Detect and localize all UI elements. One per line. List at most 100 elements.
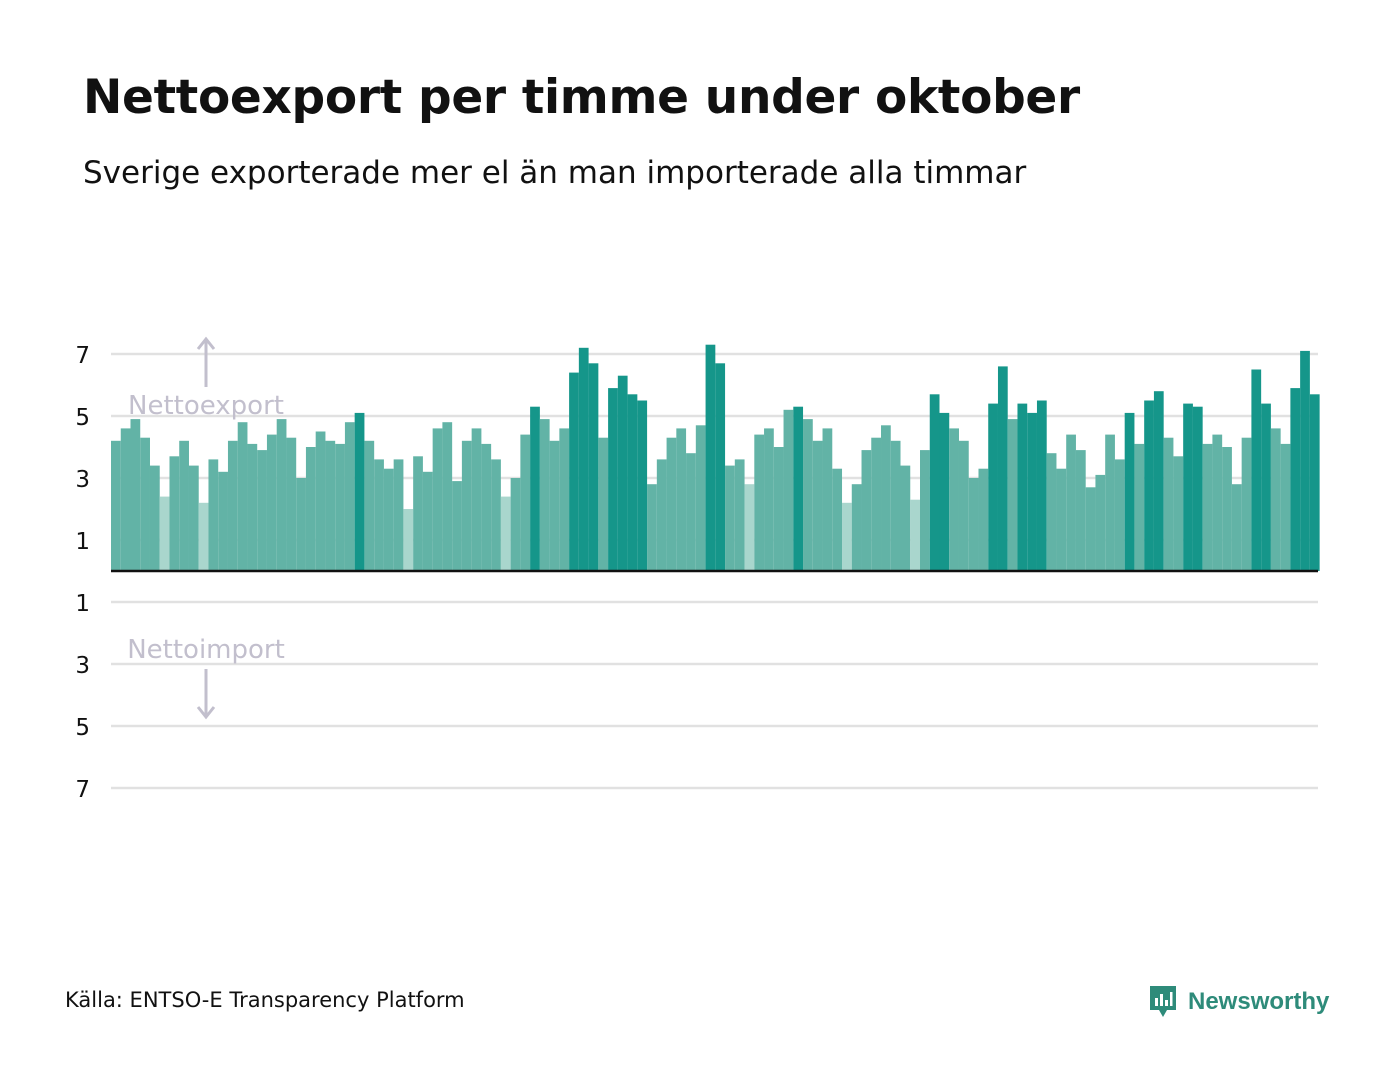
bar xyxy=(832,468,843,571)
bar xyxy=(666,437,677,571)
bar xyxy=(1290,388,1301,571)
bar xyxy=(1114,459,1125,571)
bar xyxy=(588,363,599,571)
bar xyxy=(1017,403,1028,571)
bar xyxy=(335,443,345,571)
bar xyxy=(520,434,531,571)
bar xyxy=(1261,403,1271,571)
bar xyxy=(851,484,862,571)
chart-subtitle: Sverige exporterade mer el än man import… xyxy=(83,155,1027,191)
bar xyxy=(1280,443,1291,571)
bar xyxy=(627,394,638,571)
bar xyxy=(1202,443,1213,571)
bar xyxy=(539,419,550,571)
bar xyxy=(1134,443,1145,571)
bar xyxy=(1163,437,1174,571)
bar xyxy=(1036,400,1047,571)
bar xyxy=(754,434,765,571)
bar xyxy=(1270,428,1281,571)
bar xyxy=(286,437,297,571)
bar xyxy=(364,440,375,571)
bar xyxy=(764,428,774,571)
bar xyxy=(393,459,404,571)
bar xyxy=(1085,487,1096,571)
bar xyxy=(803,419,813,571)
bar xyxy=(1153,391,1164,571)
bar xyxy=(1095,474,1106,571)
bar xyxy=(383,468,394,571)
bar xyxy=(422,471,433,571)
bar xyxy=(637,400,648,571)
bar xyxy=(1105,434,1115,571)
bar xyxy=(1124,412,1135,571)
annotation-nettoimport: Nettoimport xyxy=(127,635,285,665)
bar xyxy=(1007,419,1018,571)
bar xyxy=(578,347,589,571)
bar xyxy=(179,440,189,571)
y-tick-label: 5 xyxy=(75,715,90,741)
bar xyxy=(1183,403,1193,571)
bar xyxy=(978,468,989,571)
bar xyxy=(559,428,570,571)
bar xyxy=(1046,453,1057,571)
bar xyxy=(461,440,472,571)
bar xyxy=(958,440,969,571)
bar xyxy=(227,440,238,571)
bar xyxy=(510,478,521,571)
bar xyxy=(773,447,784,571)
bar xyxy=(247,443,258,571)
bar xyxy=(890,440,901,571)
bar xyxy=(296,478,306,571)
arrow-down-head xyxy=(196,706,216,720)
bar xyxy=(910,499,920,571)
bar xyxy=(149,465,160,571)
bar xyxy=(315,431,326,571)
bar xyxy=(237,422,248,571)
bar xyxy=(471,428,482,571)
source-note: Källa: ENTSO-E Transparency Platform xyxy=(65,988,465,1012)
bar xyxy=(949,428,959,571)
bar xyxy=(1144,400,1154,571)
bar xyxy=(549,440,560,571)
bar xyxy=(432,428,443,571)
bar xyxy=(169,456,180,571)
y-tick-label: 7 xyxy=(75,343,90,369)
bar xyxy=(413,456,423,571)
bar xyxy=(617,375,628,571)
bar xyxy=(208,459,219,571)
bar xyxy=(793,406,804,571)
bar xyxy=(1066,434,1076,571)
bar xyxy=(452,481,462,571)
bar xyxy=(822,428,833,571)
bar xyxy=(1056,468,1067,571)
bar xyxy=(198,502,209,571)
bar xyxy=(442,422,453,571)
y-tick-label: 7 xyxy=(75,777,90,803)
bar xyxy=(598,437,609,571)
brand-logo[interactable]: Newsworthy xyxy=(1148,984,1329,1020)
bar xyxy=(1231,484,1242,571)
bar xyxy=(325,440,336,571)
bar xyxy=(871,437,882,571)
bar xyxy=(1251,369,1262,571)
bar xyxy=(159,496,170,571)
bar xyxy=(920,450,930,571)
bar xyxy=(500,496,511,571)
bar xyxy=(968,478,979,571)
bar-chart-logo-icon xyxy=(1150,986,1176,1017)
bar xyxy=(608,388,618,571)
bar xyxy=(374,459,384,571)
y-axis-ticks: 7 5 3 1 1 3 5 7 xyxy=(75,343,90,803)
bar xyxy=(939,412,950,571)
y-tick-label: 1 xyxy=(75,591,90,617)
y-tick-label: 3 xyxy=(75,653,90,679)
bar xyxy=(276,419,287,571)
bar xyxy=(1027,412,1037,571)
bar xyxy=(1075,450,1086,571)
bar xyxy=(686,453,696,571)
bar xyxy=(120,428,131,571)
annotation-nettoexport: Nettoexport xyxy=(128,391,284,421)
bar xyxy=(881,425,891,571)
arrow-up-head xyxy=(196,336,216,350)
